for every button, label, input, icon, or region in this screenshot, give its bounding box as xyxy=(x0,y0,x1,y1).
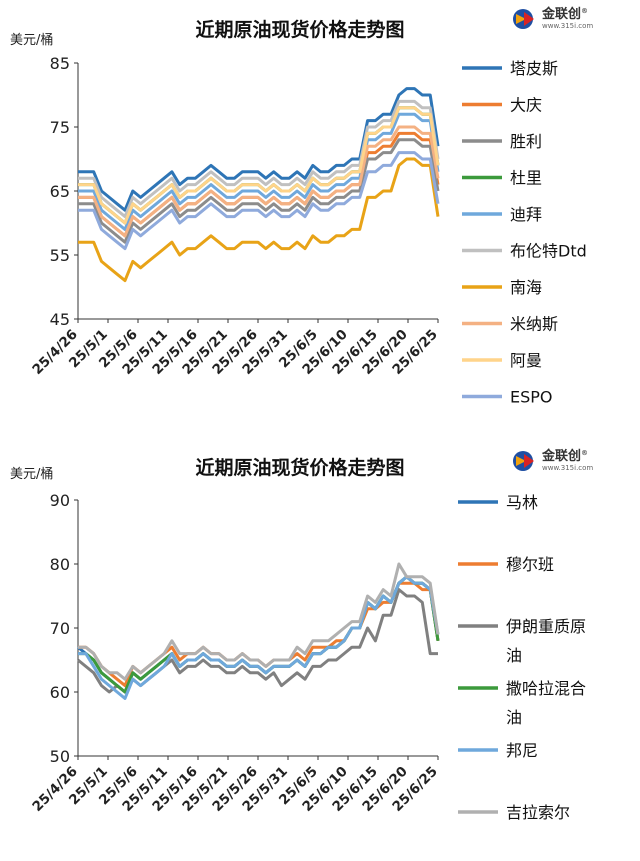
chart-panel-bottom: 近期原油现货价格走势图 美元/桶 50 60 70 80 90 25/4/26 25/5/1 25… xyxy=(0,440,640,861)
series-line-9 xyxy=(78,151,440,251)
y-tick-label: 60 xyxy=(50,683,70,702)
top-chart-svg: 近期原油现货价格走势图美元/桶455565758525/4/2625/5/125… xyxy=(10,18,587,407)
series-line-8 xyxy=(78,106,440,225)
legend-label-4: 邦尼 xyxy=(506,741,538,760)
y-axis-label: 美元/桶 xyxy=(10,33,53,48)
logo-text: 金联创 xyxy=(542,7,582,22)
logo-icon xyxy=(512,8,538,30)
legend-label-5: 吉拉索尔 xyxy=(506,803,570,822)
legend-label-7: 米纳斯 xyxy=(510,315,558,334)
series-line-0 xyxy=(78,87,440,212)
legend-label-0: 塔皮斯 xyxy=(510,59,558,78)
bottom-chart-svg: 近期原油现货价格走势图美元/桶506070809025/4/2625/5/125… xyxy=(10,456,586,822)
logo-reg: ® xyxy=(581,7,589,15)
series-line-4 xyxy=(78,112,440,231)
y-axis-label: 美元/桶 xyxy=(10,467,53,482)
chart-title: 近期原油现货价格走势图 xyxy=(195,18,404,41)
legend-label-3: 撒哈拉混合油 xyxy=(506,679,586,727)
y-tick-label: 50 xyxy=(50,747,70,766)
logo-text: 金联创 xyxy=(542,449,582,464)
legend-label-4: 迪拜 xyxy=(510,205,542,224)
logo-top: 金联创® www.315i.com xyxy=(512,8,593,30)
series-line-7 xyxy=(78,125,440,238)
legend-label-3: 杜里 xyxy=(510,169,542,188)
legend-label-2: 伊朗重质原油 xyxy=(506,617,586,665)
chart-title: 近期原油现货价格走势图 xyxy=(195,456,404,479)
legend-label-0: 马林 xyxy=(506,493,538,512)
series-line-2 xyxy=(78,138,440,244)
logo-reg: ® xyxy=(581,449,589,457)
y-tick-label: 55 xyxy=(50,246,70,265)
legend-label-1: 大庆 xyxy=(510,96,542,115)
y-tick-label: 90 xyxy=(50,491,70,510)
y-tick-label: 65 xyxy=(50,182,70,201)
logo-url: www.315i.com xyxy=(542,22,594,30)
series-line-5 xyxy=(78,99,440,219)
legend-label-6: 南海 xyxy=(510,278,542,297)
y-tick-label: 45 xyxy=(50,310,70,329)
legend-label-8: 阿曼 xyxy=(510,351,542,370)
y-tick-label: 85 xyxy=(50,54,70,73)
legend-label-5: 布伦特Dtd xyxy=(510,242,587,261)
legend-label-1: 穆尔班 xyxy=(506,555,554,574)
series-line-6 xyxy=(78,157,440,283)
y-tick-label: 75 xyxy=(50,118,70,137)
series-line-5 xyxy=(78,562,440,681)
logo-bottom: 金联创® www.315i.com xyxy=(512,450,593,472)
chart-panel-top: 近期原油现货价格走势图 美元/桶 45 55 65 75 85 25/4/26 25/5/1 25… xyxy=(0,0,640,430)
logo-icon xyxy=(512,450,538,472)
legend-label-2: 胜利 xyxy=(510,132,542,151)
series-line-4 xyxy=(78,575,440,700)
y-tick-label: 70 xyxy=(50,619,70,638)
legend-label-9: ESPO xyxy=(510,388,553,407)
logo-url: www.315i.com xyxy=(542,464,594,472)
y-tick-label: 80 xyxy=(50,555,70,574)
